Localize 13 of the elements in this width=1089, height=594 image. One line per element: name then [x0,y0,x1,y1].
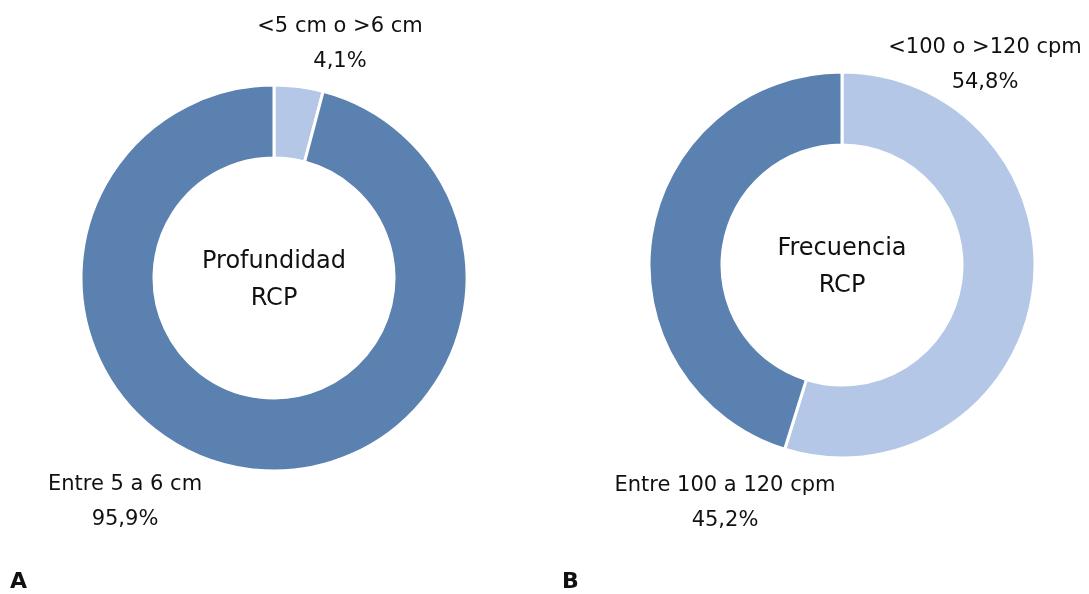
slice-label: Entre 100 a 120 cpm [614,472,836,496]
slice-label: <5 cm o >6 cm [257,13,423,37]
data-label: 4,1% [313,48,367,72]
text: B [562,568,579,593]
slice-label: Entre 5 a 6 cm [47,471,203,495]
data-label: 45,2% [691,507,759,531]
slice-label: <100 o >120 cpm [888,34,1082,58]
text: A [10,568,28,593]
data-label: 95,9% [91,506,159,530]
data-label: 54,8% [951,69,1019,93]
donut-slice [79,83,469,473]
text: Profundidad RCP [201,245,347,311]
text: Frecuencia RCP [777,232,907,298]
